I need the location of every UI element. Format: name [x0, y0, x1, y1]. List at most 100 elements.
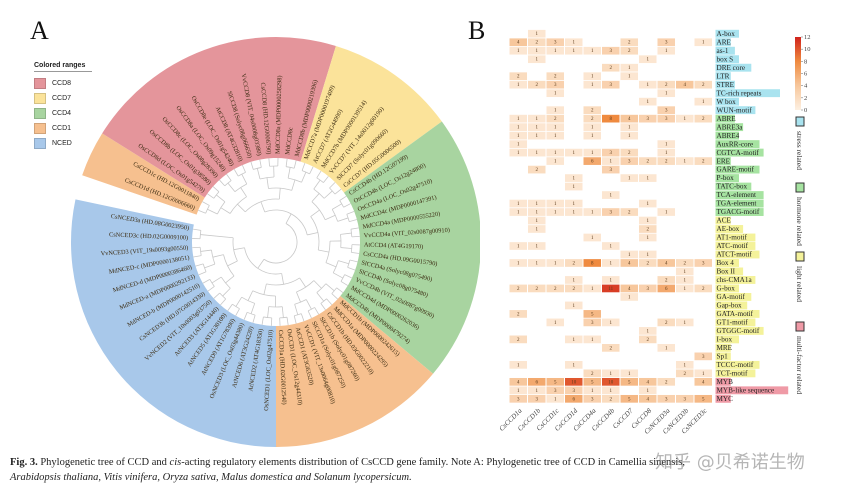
heatmap-cell-value: 1 — [573, 338, 576, 343]
tree-branch — [340, 281, 349, 286]
heatmap-cell-value: 3 — [591, 321, 594, 326]
heatmap-cell — [565, 386, 583, 395]
heatmap-cell — [694, 377, 712, 386]
heatmap-cell-value: 1 — [517, 363, 520, 368]
tree-branch — [263, 283, 267, 295]
heatmap-cell — [620, 148, 638, 157]
heatmap-cell — [639, 174, 657, 182]
tree-branch — [278, 188, 281, 200]
tree-branch — [326, 298, 333, 306]
panel-b-letter: B — [468, 16, 486, 45]
row-label: WUN-motif — [717, 106, 753, 114]
heatmap-cell-value: 5 — [591, 312, 594, 317]
legend-swatch — [34, 138, 46, 149]
category-label: hormone related — [795, 197, 804, 246]
heatmap-cell-value: 1 — [536, 58, 539, 63]
heatmap-cell — [528, 259, 546, 267]
heatmap-cell-value: 2 — [647, 227, 650, 232]
row-label-highlight — [715, 140, 760, 149]
row-label-highlight — [715, 326, 764, 335]
heatmap-cell-value: 3 — [610, 210, 613, 215]
heatmap-cell — [583, 114, 601, 123]
row-label: as-1 — [717, 47, 729, 55]
heatmap-cell — [620, 259, 638, 267]
tree-branch — [287, 167, 291, 179]
tree-branch — [233, 168, 239, 177]
heatmap-cell — [602, 80, 620, 89]
tree-branch — [211, 276, 222, 284]
heatmap-cell — [639, 259, 657, 267]
heatmap-cell — [639, 250, 657, 259]
tree-branch — [227, 260, 238, 267]
row-label: DRE core — [717, 64, 746, 72]
row-label-highlight — [715, 352, 731, 361]
heatmap-cell — [528, 148, 546, 157]
row-label-highlight — [715, 131, 739, 140]
heatmap-cell — [602, 191, 620, 199]
tree-branch — [207, 286, 215, 292]
heatmap-cell-value: 1 — [647, 83, 650, 88]
tree-branch — [285, 158, 288, 167]
heatmap-cell — [620, 394, 638, 403]
heatmap-cell — [565, 174, 583, 182]
row-label-highlight — [715, 216, 731, 225]
heatmap-cell — [657, 394, 675, 403]
heatmap-cell-value: 1 — [628, 177, 631, 182]
tree-branch — [347, 259, 351, 268]
heatmap-cell-value: 4 — [628, 287, 631, 292]
heatmap-cell-value: 1 — [610, 244, 613, 249]
heatmap-cell — [509, 38, 527, 47]
row-label: W box — [717, 98, 737, 106]
heatmap-cell-value: 2 — [628, 210, 631, 215]
heatmap-cell-value: 1 — [517, 143, 520, 148]
heatmap-cell-value: 2 — [591, 372, 594, 377]
tree-branch — [204, 263, 216, 269]
tree-branch — [235, 308, 240, 316]
heatmap-cell — [546, 259, 564, 267]
row-label-highlight — [715, 377, 731, 386]
heatmap-cell — [639, 377, 657, 386]
tree-branch — [329, 182, 336, 189]
heatmap-cell — [602, 386, 620, 395]
heatmap-cell-value: 2 — [610, 346, 613, 351]
heatmap-cell — [565, 199, 583, 208]
heatmap-cell — [509, 123, 527, 131]
category-label: multi-factor related — [795, 336, 804, 394]
heatmap-cell — [546, 72, 564, 81]
heatmap-cell — [565, 276, 583, 284]
heatmap-cell-value: 1 — [610, 278, 613, 283]
heatmap-cell — [565, 394, 583, 403]
row-label: ATC-motif — [717, 242, 749, 250]
heatmap-cell-value: 1 — [647, 219, 650, 224]
clade-range-ccd1 — [276, 295, 434, 447]
category-swatch — [795, 182, 805, 193]
heatmap-cell — [639, 97, 657, 106]
heatmap-cell-value: 1 — [554, 202, 557, 207]
tree-branch — [193, 255, 202, 258]
heatmap-cell — [657, 114, 675, 123]
tree-branch — [293, 160, 297, 169]
tree-leaf-label: CsNCED3c (HD.02G0009100) — [109, 231, 188, 241]
heatmap-cell — [509, 377, 527, 386]
legend-item-nced: NCED — [34, 136, 92, 151]
heatmap-cell — [602, 165, 620, 174]
tree-branch — [267, 306, 270, 318]
legend-label: CCD1 — [52, 125, 72, 132]
heatmap-cell-value: 2 — [610, 66, 613, 71]
heatmap-cell-value: 1 — [573, 185, 576, 190]
heatmap-cell-value: 2 — [665, 83, 668, 88]
row-label: ABRE4 — [717, 132, 740, 140]
heatmap-cell — [583, 46, 601, 55]
tree-branch — [259, 176, 275, 180]
heatmap-cell — [602, 284, 620, 293]
heatmap-cell-value: 1 — [665, 346, 668, 351]
tree-branch — [285, 213, 292, 224]
legend-label: CCD8 — [52, 80, 72, 87]
heatmap-cell-value: 1 — [554, 397, 557, 402]
tree-branch — [250, 303, 256, 314]
heatmap-cell-value: 1 — [517, 389, 520, 394]
heatmap-cell — [528, 29, 546, 38]
tree-branch — [220, 207, 231, 214]
heatmap-cell-value: 3 — [610, 49, 613, 54]
tree-branch — [268, 158, 270, 167]
